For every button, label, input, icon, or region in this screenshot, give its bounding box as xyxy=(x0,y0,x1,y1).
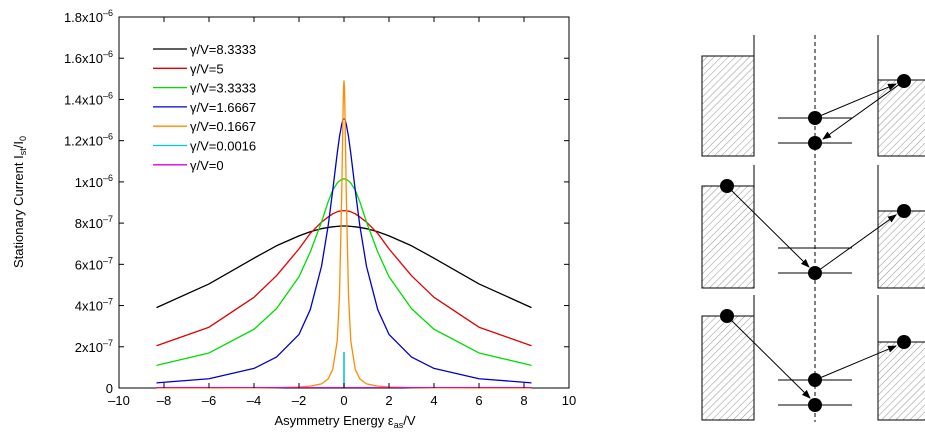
legend: γ/V=8.3333 γ/V=5 γ/V=3.3333 γ/V=1.6667 γ/V=0… xyxy=(153,42,256,173)
tunnel-arrow xyxy=(726,185,810,268)
x-tick-label: 4 xyxy=(430,393,437,408)
series-line xyxy=(156,210,532,347)
series-line xyxy=(156,225,532,309)
y-tick-label: 2x10–7 xyxy=(75,338,113,355)
x-tick-label: –2 xyxy=(292,393,306,408)
legend-label: γ/V=0.1667 xyxy=(190,119,256,134)
legend-label: γ/V=0 xyxy=(190,158,224,173)
y-tick-label: 4x10–7 xyxy=(75,297,113,314)
x-tick-label: 2 xyxy=(385,393,392,408)
tunnel-arrow xyxy=(822,80,905,140)
x-tick-label: 0 xyxy=(340,393,347,408)
electron xyxy=(897,335,911,349)
y-tick-label: 1x10–6 xyxy=(75,173,113,190)
diagram-panel-3 xyxy=(701,295,925,421)
y-tick-label: 1.4x10–6 xyxy=(64,90,113,107)
y-tick-label: 1.6x10–6 xyxy=(64,49,113,66)
legend-label: γ/V=0.0016 xyxy=(190,139,256,154)
right-lead xyxy=(877,79,925,157)
left-lead xyxy=(701,55,755,157)
tunnel-arrow xyxy=(814,83,897,119)
electron xyxy=(808,398,822,412)
electron xyxy=(897,204,911,218)
x-tick-label: 10 xyxy=(562,393,576,408)
x-tick-label: –10 xyxy=(108,393,130,408)
y-axis-ticks: 0 2x10–7 4x10–7 6x10–7 8x10–7 1x10–6 1.2x10–6 1… xyxy=(64,8,569,396)
tunnel-arrow xyxy=(814,345,897,381)
right-lead xyxy=(877,210,925,289)
legend-label: γ/V=3.3333 xyxy=(190,81,256,96)
legend-label: γ/V=8.3333 xyxy=(190,42,256,57)
x-tick-label: –6 xyxy=(202,393,216,408)
x-tick-label: –4 xyxy=(247,393,261,408)
series-curves xyxy=(156,80,532,389)
y-tick-label: 0 xyxy=(106,381,113,396)
left-lead xyxy=(701,315,755,421)
legend-label: γ/V=1.6667 xyxy=(190,100,256,115)
tunneling-diagram xyxy=(701,35,925,422)
series-line xyxy=(156,118,532,384)
x-tick-label: 8 xyxy=(520,393,527,408)
x-axis-label: Asymmetry Energy εas/V xyxy=(274,413,415,430)
y-tick-label: 8x10–7 xyxy=(75,214,113,231)
y-tick-label: 1.8x10–6 xyxy=(64,8,113,25)
y-tick-label: 6x10–7 xyxy=(75,255,113,272)
tunnel-arrow xyxy=(726,315,811,399)
y-axis-label: Stationary Current Ist/I0 xyxy=(11,136,28,268)
diagram-panel-1 xyxy=(701,35,925,157)
legend-label: γ/V=5 xyxy=(190,61,224,76)
diagram-panel-2 xyxy=(701,165,925,289)
x-tick-label: 6 xyxy=(475,393,482,408)
series-line xyxy=(156,80,532,389)
current-vs-asymmetry-chart: –10 –8 –6 –4 –2 0 2 4 6 8 10 0 2x10–7 4x10–7 6x10–7 8x… xyxy=(11,8,576,430)
series-line xyxy=(156,178,532,366)
x-axis-ticks: –10 –8 –6 –4 –2 0 2 4 6 8 10 xyxy=(108,17,576,408)
right-lead xyxy=(877,341,925,421)
left-lead xyxy=(701,185,755,289)
x-tick-label: –8 xyxy=(157,393,171,408)
y-tick-label: 1.2x10–6 xyxy=(64,132,113,149)
plot-area xyxy=(118,16,570,389)
tunnel-arrow xyxy=(814,214,897,274)
